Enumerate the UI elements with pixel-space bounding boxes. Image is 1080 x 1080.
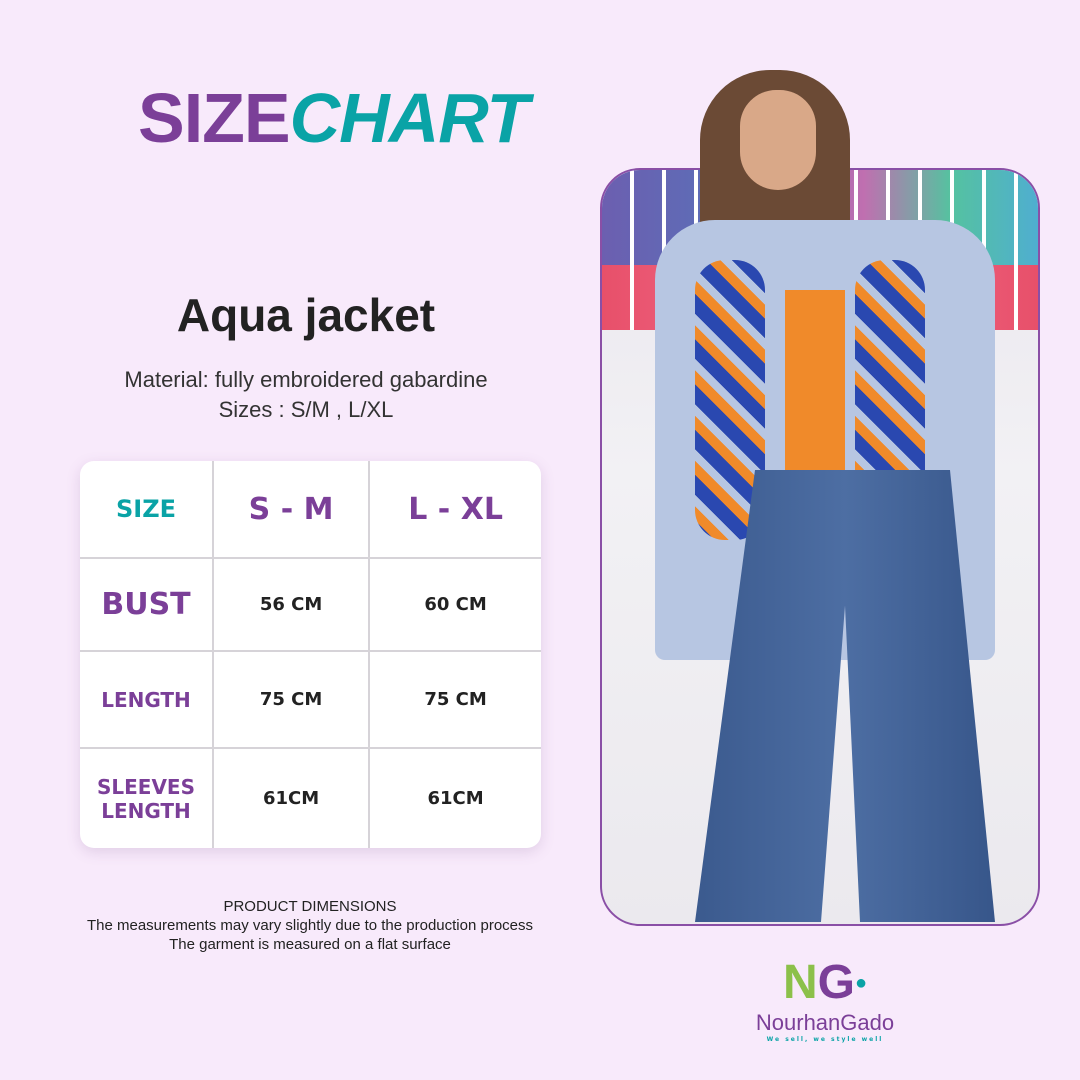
product-sizes: Sizes : S/M , L/XL	[218, 397, 394, 422]
label-line: LENGTH	[101, 798, 191, 823]
cell-value: 75 CM	[368, 650, 541, 749]
size-table: SIZE S - M L - XL BUST 56 CM 60 CM LENGT…	[80, 461, 541, 848]
size-table-card: SIZE S - M L - XL BUST 56 CM 60 CM LENGT…	[80, 461, 541, 848]
cell-value: 61CM	[211, 747, 371, 848]
product-name: Aqua jacket	[176, 289, 436, 341]
model-face	[740, 90, 816, 190]
table-row: LENGTH 75 CM 75 CM	[80, 650, 541, 749]
product-material: Material: fully embroidered gabardine	[124, 367, 488, 392]
cell-value: 75 CM	[211, 650, 371, 749]
cell-value: 60 CM	[368, 557, 541, 652]
header-size: SIZE	[80, 461, 214, 559]
label-line: SLEEVES	[96, 774, 196, 799]
title-chart: CHART	[289, 79, 530, 157]
logo-mark: NG●	[782, 956, 868, 1009]
product-notes: PRODUCT DIMENSIONS The measurements may …	[0, 897, 620, 954]
brand-tagline: We sell, we style well	[766, 1036, 884, 1043]
notes-line: The garment is measured on a flat surfac…	[169, 936, 451, 953]
title-size: SIZE	[138, 79, 291, 157]
header-s-m: S - M	[211, 461, 371, 559]
page-title: SIZECHART	[138, 78, 530, 158]
orange-top	[785, 290, 845, 480]
table-row: SLEEVES LENGTH 61CM 61CM	[80, 747, 541, 848]
row-label-bust: BUST	[80, 557, 214, 652]
table-row: BUST 56 CM 60 CM	[80, 557, 541, 652]
row-label-sleeves-length: SLEEVES LENGTH	[80, 747, 214, 848]
brand-logo: NG● NourhanGado We sell, we style well	[740, 956, 910, 1044]
notes-line: The measurements may vary slightly due t…	[86, 917, 534, 934]
header-l-xl: L - XL	[368, 461, 541, 559]
table-header-row: SIZE S - M L - XL	[80, 461, 541, 559]
cell-value: 61CM	[368, 747, 541, 848]
notes-title: PRODUCT DIMENSIONS	[223, 898, 397, 915]
model-photo	[600, 70, 1040, 922]
row-label-length: LENGTH	[80, 650, 214, 749]
brand-name: NourhanGado	[755, 1010, 895, 1035]
cell-value: 56 CM	[211, 557, 371, 652]
